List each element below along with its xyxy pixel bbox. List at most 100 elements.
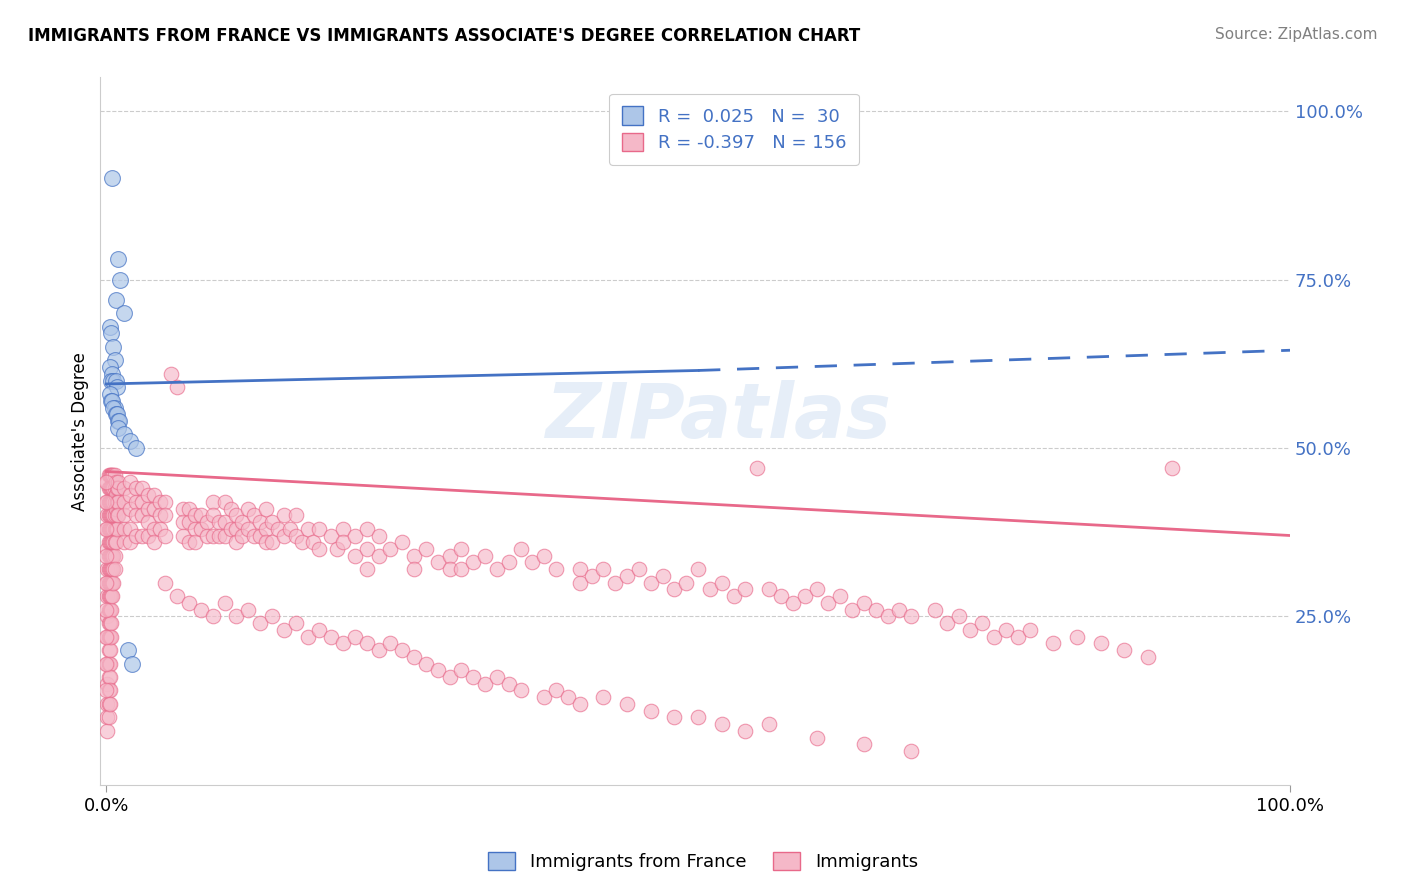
Point	[568, 562, 591, 576]
Point	[101, 575, 124, 590]
Point	[117, 643, 139, 657]
Point	[96, 657, 118, 671]
Point	[103, 495, 125, 509]
Point	[100, 326, 122, 341]
Point	[103, 522, 125, 536]
Point	[723, 589, 745, 603]
Point	[96, 575, 118, 590]
Point	[98, 387, 121, 401]
Point	[592, 562, 614, 576]
Point	[769, 589, 792, 603]
Point	[96, 508, 118, 523]
Point	[201, 495, 224, 509]
Point	[97, 549, 120, 563]
Point	[98, 549, 121, 563]
Point	[806, 582, 828, 597]
Point	[201, 609, 224, 624]
Point	[201, 528, 224, 542]
Text: ZIPatlas: ZIPatlas	[546, 380, 891, 454]
Point	[509, 683, 531, 698]
Point	[110, 272, 132, 286]
Point	[208, 515, 231, 529]
Point	[107, 481, 129, 495]
Point	[498, 556, 520, 570]
Point	[100, 495, 122, 509]
Point	[297, 522, 319, 536]
Point	[103, 495, 125, 509]
Point	[112, 306, 135, 320]
Point	[308, 522, 330, 536]
Point	[219, 501, 242, 516]
Point	[98, 575, 121, 590]
Point	[98, 522, 121, 536]
Point	[710, 575, 733, 590]
Point	[100, 562, 122, 576]
Point	[568, 575, 591, 590]
Point	[105, 380, 128, 394]
Point	[96, 589, 118, 603]
Point	[98, 495, 121, 509]
Point	[100, 630, 122, 644]
Point	[107, 475, 129, 489]
Point	[356, 541, 378, 556]
Point	[195, 515, 218, 529]
Point	[96, 549, 118, 563]
Y-axis label: Associate's Degree: Associate's Degree	[72, 351, 89, 510]
Point	[97, 535, 120, 549]
Point	[592, 690, 614, 705]
Point	[96, 630, 118, 644]
Point	[100, 508, 122, 523]
Legend: Immigrants from France, Immigrants: Immigrants from France, Immigrants	[481, 845, 925, 879]
Point	[190, 522, 212, 536]
Point	[142, 535, 165, 549]
Point	[463, 670, 485, 684]
Point	[581, 569, 603, 583]
Point	[98, 535, 121, 549]
Point	[98, 643, 121, 657]
Point	[103, 549, 125, 563]
Point	[166, 380, 188, 394]
Point	[105, 522, 128, 536]
Point	[948, 609, 970, 624]
Point	[195, 528, 218, 542]
Point	[852, 737, 875, 751]
Point	[97, 670, 120, 684]
Point	[103, 374, 125, 388]
Point	[664, 710, 686, 724]
Point	[343, 630, 366, 644]
Point	[260, 535, 283, 549]
Point	[509, 541, 531, 556]
Point	[107, 252, 129, 267]
Point	[231, 528, 253, 542]
Point	[557, 690, 579, 705]
Point	[118, 475, 141, 489]
Point	[103, 353, 125, 368]
Point	[651, 569, 673, 583]
Point	[1160, 461, 1182, 475]
Point	[172, 515, 194, 529]
Point	[107, 414, 129, 428]
Point	[136, 501, 159, 516]
Point	[98, 670, 121, 684]
Point	[291, 535, 314, 549]
Point	[96, 683, 118, 698]
Point	[136, 515, 159, 529]
Point	[402, 549, 425, 563]
Point	[96, 609, 118, 624]
Point	[131, 528, 153, 542]
Point	[103, 467, 125, 482]
Point	[125, 508, 148, 523]
Point	[101, 481, 124, 495]
Point	[332, 636, 354, 650]
Point	[332, 535, 354, 549]
Point	[103, 340, 125, 354]
Point	[125, 441, 148, 455]
Point	[710, 717, 733, 731]
Point	[214, 596, 236, 610]
Point	[96, 630, 118, 644]
Point	[474, 549, 496, 563]
Point	[97, 495, 120, 509]
Text: Source: ZipAtlas.com: Source: ZipAtlas.com	[1215, 27, 1378, 42]
Point	[97, 589, 120, 603]
Point	[103, 401, 125, 415]
